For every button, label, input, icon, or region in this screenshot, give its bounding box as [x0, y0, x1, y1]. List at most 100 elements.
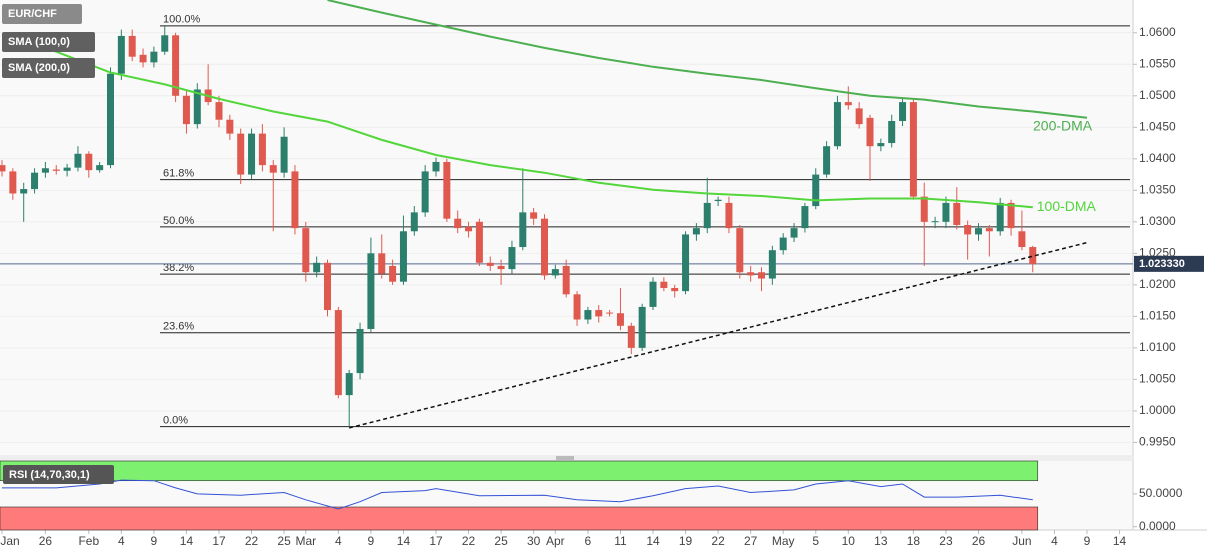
candle-body	[182, 95, 190, 125]
candle-body	[877, 143, 885, 147]
fib-level-label: 50.0%	[163, 215, 194, 227]
moving-average-line	[327, 0, 1088, 119]
x-tick-label: Jun	[1012, 534, 1031, 548]
candle-body	[801, 206, 809, 229]
candle-body	[356, 328, 364, 374]
x-tick-label: 9	[151, 534, 158, 548]
symbol-box	[2, 4, 82, 24]
x-tick-label: 14	[180, 534, 194, 548]
moving-average-line	[1, 33, 1033, 209]
x-tick-label: 22	[462, 534, 476, 548]
x-tick-label: 22	[711, 534, 725, 548]
candle-body	[920, 196, 928, 222]
candle-body	[942, 202, 950, 222]
candle-body	[660, 281, 668, 288]
rsi-y-tick-label: 50.0000	[1139, 486, 1183, 500]
legend-box[interactable]	[2, 58, 95, 78]
candle-body	[714, 199, 722, 202]
candle-body	[280, 136, 288, 173]
candle-body	[139, 54, 147, 63]
candle-body	[1029, 247, 1037, 265]
candle-body	[432, 161, 440, 172]
candle-body	[747, 272, 755, 276]
fib-level-label: 23.6%	[163, 321, 194, 333]
x-tick-label: 27	[744, 534, 758, 548]
candle-body	[692, 228, 700, 235]
rsi-line	[2, 479, 1033, 510]
candle-body	[226, 119, 234, 134]
x-tick-label: 19	[679, 534, 693, 548]
candle-body	[638, 306, 646, 348]
moving-average-label: 200-DMA	[1033, 118, 1093, 134]
candle-body	[497, 265, 505, 270]
candle-body	[63, 167, 71, 171]
y-tick-label: 1.0000	[1139, 403, 1176, 417]
x-tick-label: Apr	[546, 534, 565, 548]
candle-body	[812, 174, 820, 207]
last-price-box	[1134, 255, 1204, 272]
candle-body	[975, 228, 982, 235]
candle-body	[475, 221, 483, 263]
candle-body	[0, 165, 6, 172]
candle-body	[844, 102, 852, 106]
candle-body	[248, 133, 256, 175]
candle-body	[953, 202, 961, 225]
rsi-label: RSI (14,70,30,1)	[9, 469, 90, 481]
x-tick-label: 13	[874, 534, 888, 548]
candle-body	[410, 212, 418, 232]
candle-body	[193, 89, 201, 125]
y-tick-label: 1.0400	[1139, 151, 1176, 165]
candle-body	[616, 313, 624, 326]
candle-body	[161, 35, 169, 52]
fib-level-label: 61.8%	[163, 168, 194, 180]
candle-body	[20, 189, 28, 194]
x-tick-label: Jan	[0, 534, 19, 548]
y-tick-label: 1.0100	[1139, 340, 1176, 354]
candle-body	[117, 35, 125, 74]
candle-body	[367, 253, 375, 329]
candle-body	[215, 102, 223, 120]
y-tick-label: 1.0050	[1139, 372, 1176, 386]
x-tick-label: 9	[1084, 534, 1091, 548]
x-tick-label: 23	[939, 534, 953, 548]
y-tick-label: 1.0200	[1139, 277, 1176, 291]
fib-level-label: 38.2%	[163, 262, 194, 274]
x-tick-label: 14	[646, 534, 660, 548]
candle-body	[909, 102, 917, 197]
candle-body	[985, 228, 993, 232]
candle-body	[682, 234, 690, 292]
candle-body	[486, 262, 494, 266]
candle-body	[595, 310, 603, 317]
candle-body	[551, 269, 559, 276]
y-tick-label: 1.0600	[1139, 25, 1176, 39]
candle-body	[508, 247, 516, 270]
candle-body	[823, 146, 831, 175]
candle-body	[562, 265, 570, 295]
candle-body	[291, 171, 299, 229]
candle-body	[1018, 231, 1026, 248]
y-tick-label: 1.0300	[1139, 214, 1176, 228]
x-tick-label: 25	[277, 534, 291, 548]
candle-body	[128, 35, 136, 57]
candle-body	[855, 108, 863, 125]
candle-body	[768, 250, 776, 279]
candle-body	[649, 281, 657, 307]
rsi-label-box[interactable]	[3, 465, 114, 484]
candle-body	[454, 218, 462, 229]
x-tick-label: 30	[527, 534, 541, 548]
x-tick-label: 18	[907, 534, 921, 548]
x-tick-label: 17	[212, 534, 226, 548]
candle-body	[334, 310, 342, 396]
candle-body	[996, 202, 1004, 232]
candle-body	[41, 168, 49, 173]
last-price-label: 1.023330	[1139, 258, 1185, 270]
panel-splitter	[0, 455, 1133, 461]
candle-body	[573, 294, 581, 320]
candle-body	[465, 226, 473, 232]
candle-body	[790, 228, 798, 238]
legend-box[interactable]	[2, 32, 95, 52]
x-tick-label: May	[772, 534, 795, 548]
candle-body	[703, 202, 711, 229]
